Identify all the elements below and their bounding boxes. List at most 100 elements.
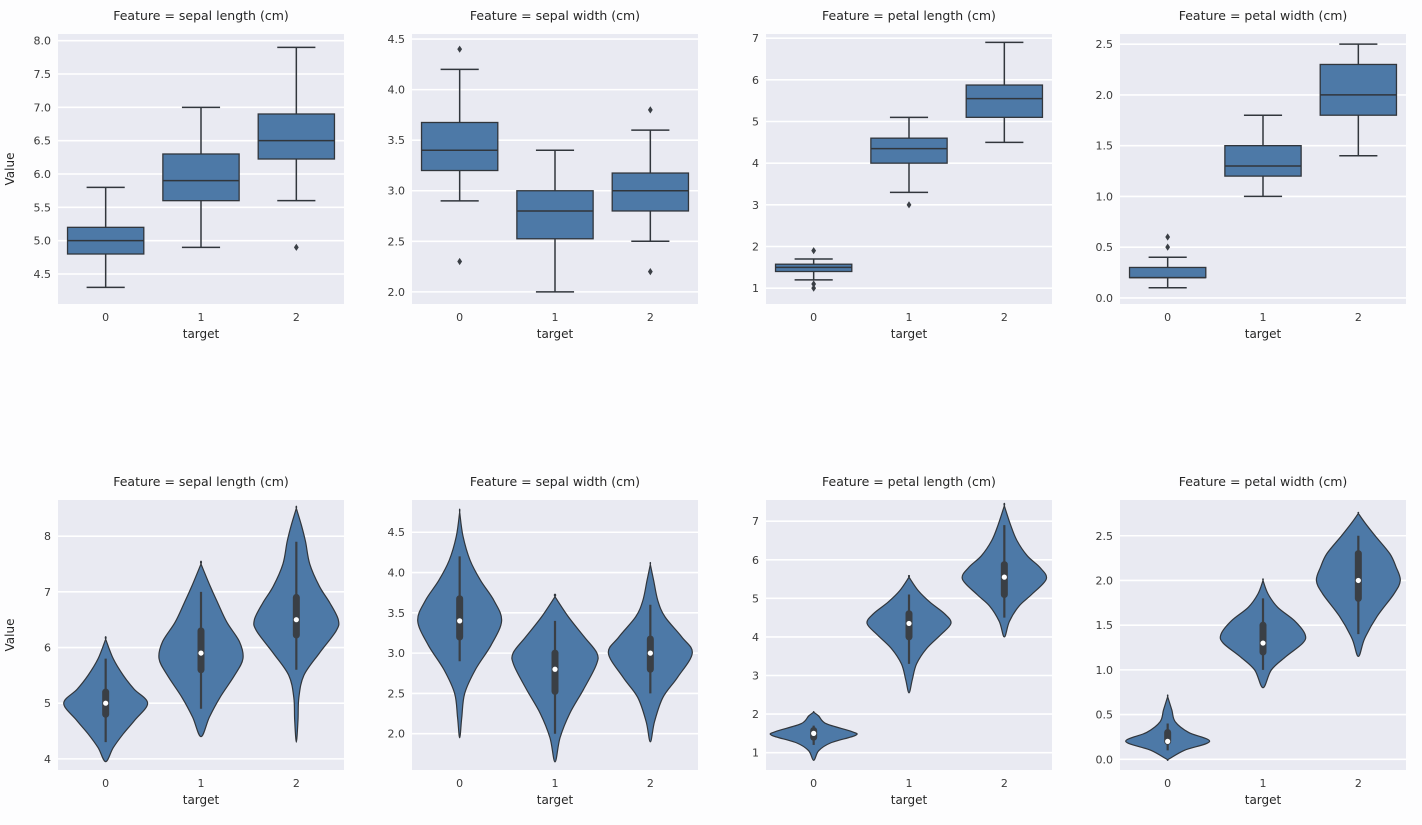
subplot-title: Feature = sepal width (cm): [469, 8, 641, 23]
violin-median-dot: [457, 618, 463, 624]
y-tick-label: 2.0: [1096, 89, 1114, 102]
y-tick-label: 3.5: [388, 607, 406, 620]
x-tick-label: 2: [1001, 311, 1008, 324]
violin-target-1: [866, 574, 952, 694]
y-tick-label: 2.5: [1096, 38, 1114, 51]
y-tick-label: 3: [752, 199, 759, 212]
outlier-diamond: [811, 247, 817, 255]
violin-median-dot: [552, 666, 558, 672]
x-tick-label: 2: [1355, 311, 1362, 324]
outlier-diamond: [457, 257, 463, 266]
violin-target-1: [1219, 578, 1307, 689]
violin-target-0: [63, 636, 149, 763]
x-tick-label: 1: [1260, 777, 1267, 790]
subplot-box-sepal-width: Feature = sepal width (cm) 2.0 2.5 3.0 3.5 4…: [356, 4, 708, 356]
outlier-diamond: [293, 243, 299, 251]
x-tick-labels: 0 1 2: [810, 311, 1008, 324]
x-tick-label: 1: [198, 311, 205, 324]
x-tick-labels: 0 1 2: [1164, 311, 1362, 324]
outlier-diamond: [906, 201, 912, 209]
y-tick-label: 1.0: [1096, 190, 1114, 203]
outlier-diamond: [811, 280, 817, 288]
y-tick-labels: 2.0 2.5 3.0 3.5 4.0 4.5: [388, 526, 406, 740]
box-target-1: [516, 149, 594, 293]
x-tick-label: 1: [552, 777, 559, 790]
violin-plot-svg: 2.0 2.5 3.0 3.5 4.0 4.5 0 1 2 target: [388, 500, 698, 807]
x-axis-label: target: [891, 327, 928, 341]
violin-plot-svg: 1 2 3 4 5 6 7 0 1 2 target: [752, 500, 1052, 807]
x-axis-label: target: [891, 793, 928, 807]
x-tick-label: 0: [1164, 311, 1171, 324]
y-tick-label: 5: [752, 116, 759, 129]
box: [420, 121, 499, 172]
box-target-0: [66, 186, 145, 289]
y-tick-label: 3.0: [388, 185, 406, 198]
violin-target-2: [961, 502, 1048, 638]
y-tick-label: 0.0: [1096, 753, 1114, 766]
y-tick-label: 4: [44, 753, 51, 766]
y-axis-label: Value: [3, 619, 17, 652]
x-tick-label: 1: [906, 311, 913, 324]
violin-median-dot: [1001, 574, 1007, 580]
violin-median-dot: [198, 650, 204, 656]
y-tick-label: 1.0: [1096, 664, 1114, 677]
y-tick-label: 1.5: [1096, 140, 1114, 153]
y-tick-label: 2: [752, 708, 759, 721]
y-tick-label: 7: [44, 586, 51, 599]
box-target-1: [162, 106, 240, 249]
x-axis-label: target: [183, 793, 220, 807]
violin-median-dot: [647, 650, 653, 656]
y-tick-labels: 1 2 3 4 5 6 7: [752, 515, 759, 759]
y-tick-label: 7.5: [34, 68, 52, 81]
y-tick-label: 5.5: [34, 201, 52, 214]
y-tick-labels: 0.0 0.5 1.0 1.5 2.0 2.5: [1096, 38, 1114, 305]
y-tick-label: 3: [752, 670, 759, 683]
box-target-2: [611, 106, 690, 276]
violin-median-dot: [906, 620, 912, 627]
x-tick-label: 0: [456, 311, 463, 324]
box: [611, 172, 690, 212]
y-tick-label: 4.5: [388, 33, 406, 46]
violinplot-petal-length: 1 2 3 4 5 6 7 0 1 2 target: [710, 494, 1062, 822]
y-tick-label: 1: [752, 747, 759, 760]
y-tick-label: 2.0: [388, 286, 406, 299]
y-tick-label: 5: [752, 592, 759, 605]
boxplot-sepal-width: 2.0 2.5 3.0 3.5 4.0 4.5 0 1 2 target: [356, 28, 708, 356]
violin-target-1: [511, 593, 599, 763]
x-tick-label: 0: [810, 777, 817, 790]
box: [1128, 266, 1207, 279]
box-target-1: [1224, 114, 1302, 198]
y-tick-label: 4.5: [388, 526, 406, 539]
y-tick-label: 0.5: [1096, 709, 1114, 722]
violin-plot-svg: 4 5 6 7 8 0 1 2 target Value: [3, 500, 344, 807]
y-tick-label: 1.5: [1096, 619, 1114, 632]
y-tick-label: 6: [44, 642, 51, 655]
violinplot-petal-width: 0.0 0.5 1.0 1.5 2.0 2.5 0 1 2 target: [1064, 494, 1416, 822]
box-target-1: [870, 116, 948, 209]
x-tick-labels: 0 1 2: [102, 311, 300, 324]
subplot-title: Feature = petal length (cm): [822, 8, 996, 23]
box-target-0: [420, 45, 499, 266]
x-tick-label: 0: [102, 777, 109, 790]
violin-median-dot: [1260, 640, 1266, 646]
violin-median-dot: [103, 700, 109, 706]
y-tick-labels: 4 5 6 7 8: [44, 530, 51, 766]
x-tick-label: 1: [1260, 311, 1267, 324]
box: [965, 84, 1044, 118]
y-tick-label: 7: [752, 32, 759, 45]
violin-target-2: [1315, 511, 1401, 658]
x-tick-labels: 0 1 2: [456, 311, 654, 324]
x-tick-label: 2: [1001, 777, 1008, 790]
x-axis-label: target: [537, 793, 574, 807]
y-tick-label: 2.5: [388, 235, 406, 248]
x-tick-label: 1: [198, 777, 205, 790]
violin-target-1: [158, 560, 244, 738]
violinplot-sepal-width: 2.0 2.5 3.0 3.5 4.0 4.5 0 1 2 target: [356, 494, 708, 822]
violin-target-2: [253, 505, 340, 743]
violin-median-dot: [1355, 577, 1361, 584]
subplot-violin-petal-length: Feature = petal length (cm) 1 2 3 4 5 6 7 0 1 2 ta…: [710, 470, 1062, 822]
boxplot-petal-width: 0.0 0.5 1.0 1.5 2.0 2.5 0 1 2 target: [1064, 28, 1416, 356]
violin-median-dot: [1165, 738, 1171, 744]
box: [870, 137, 948, 164]
